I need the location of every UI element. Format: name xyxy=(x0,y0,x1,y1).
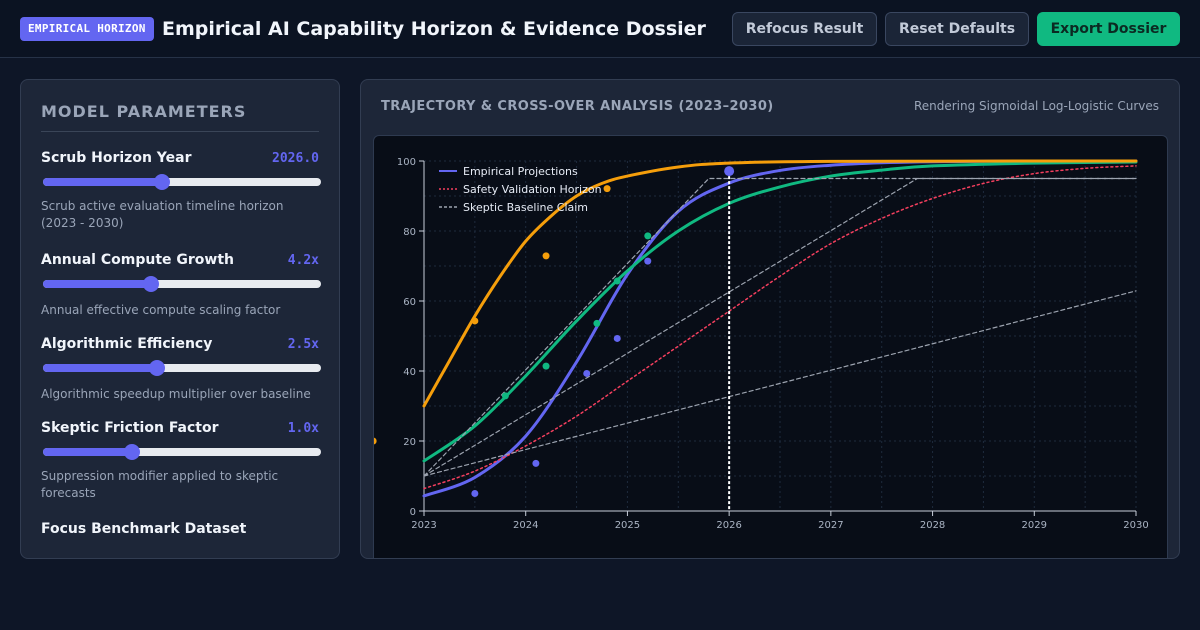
param-value: 1.0x xyxy=(287,421,319,436)
skeptic-friction-factor-slider[interactable] xyxy=(43,444,321,460)
slider-fill xyxy=(43,178,163,186)
data-point-1 xyxy=(644,232,652,240)
panel-heading: MODEL PARAMETERS xyxy=(41,102,247,121)
chart-panel-title: TRAJECTORY & CROSS-OVER ANALYSIS (2023–2… xyxy=(381,99,774,114)
slider-thumb[interactable] xyxy=(123,444,140,460)
data-point-1 xyxy=(501,392,509,400)
data-point-0 xyxy=(583,369,591,377)
data-point-0 xyxy=(644,257,652,265)
app-badge: EMPIRICAL HORIZON xyxy=(20,17,154,41)
x-tick-label: 2029 xyxy=(1022,520,1047,531)
model-parameters-panel: MODEL PARAMETERS Scrub Horizon Year 2026… xyxy=(20,79,340,559)
slider-fill xyxy=(43,448,132,456)
param-value: 2.5x xyxy=(287,337,319,352)
param-label: Annual Compute Growth xyxy=(41,252,234,268)
y-tick-label: 20 xyxy=(403,437,416,448)
param-description: Algorithmic speedup multiplier over base… xyxy=(41,387,311,401)
data-point-2 xyxy=(542,252,550,260)
refocus-result-button[interactable]: Refocus Result xyxy=(732,12,877,46)
data-point-1 xyxy=(593,319,601,327)
slider-fill xyxy=(43,364,157,372)
x-tick-label: 2024 xyxy=(513,520,538,531)
param-description: Scrub active evaluation timeline horizon… xyxy=(41,199,284,230)
trajectory-chart-panel: TRAJECTORY & CROSS-OVER ANALYSIS (2023–2… xyxy=(360,79,1180,559)
series-line-6 xyxy=(423,290,1137,477)
slider-thumb[interactable] xyxy=(143,276,160,292)
x-tick-label: 2026 xyxy=(716,520,741,531)
export-dossier-button[interactable]: Export Dossier xyxy=(1037,12,1180,46)
slider-thumb[interactable] xyxy=(148,360,165,376)
slider-thumb[interactable] xyxy=(154,174,171,190)
data-point-2 xyxy=(374,437,377,445)
legend-label: Skeptic Baseline Claim xyxy=(463,201,588,214)
series-line-2 xyxy=(422,159,1138,408)
data-point-0 xyxy=(532,459,540,467)
data-point-0 xyxy=(471,490,479,497)
param-label: Scrub Horizon Year xyxy=(41,150,192,166)
section-label: Focus Benchmark Dataset xyxy=(41,521,247,537)
chart-status-text: Rendering Sigmoidal Log-Logistic Curves xyxy=(913,99,1159,113)
legend-label: Empirical Projections xyxy=(463,165,578,178)
data-point-2 xyxy=(603,185,611,193)
annual-compute-growth-slider[interactable] xyxy=(43,276,321,292)
y-tick-label: 0 xyxy=(410,507,416,518)
data-point-1 xyxy=(542,362,550,370)
x-tick-label: 2027 xyxy=(818,520,843,531)
algorithmic-efficiency-slider[interactable] xyxy=(43,360,321,376)
param-label: Algorithmic Efficiency xyxy=(41,336,213,352)
divider xyxy=(41,131,319,132)
scrub-horizon-year-slider[interactable] xyxy=(43,174,321,190)
y-tick-label: 40 xyxy=(403,367,416,378)
data-point-1 xyxy=(613,277,621,285)
chart-frame: 2023 2024 2025 2026 2027 2028 2029 2030 0 20 40 60 8… xyxy=(373,135,1168,559)
reset-defaults-button[interactable]: Reset Defaults xyxy=(885,12,1029,46)
series-line-3 xyxy=(423,165,1137,490)
legend-label: Safety Validation Horizon xyxy=(463,183,602,196)
x-tick-label: 2023 xyxy=(411,520,436,531)
data-point-0 xyxy=(613,334,621,342)
focus-point-marker xyxy=(724,166,735,177)
trajectory-chart[interactable]: 2023 2024 2025 2026 2027 2028 2029 2030 0 20 40 60 8… xyxy=(373,135,1168,559)
param-description: Annual effective compute scaling factor xyxy=(41,303,281,317)
param-description: Suppression modifier applied to skeptic … xyxy=(41,469,279,500)
y-tick-label: 80 xyxy=(403,227,416,238)
app-header: EMPIRICAL HORIZON Empirical AI Capabilit… xyxy=(0,0,1200,58)
x-tick-label: 2030 xyxy=(1123,520,1148,531)
param-value: 2026.0 xyxy=(272,151,319,166)
series-line-5 xyxy=(423,177,1137,477)
slider-fill xyxy=(43,280,152,288)
x-tick-label: 2025 xyxy=(615,520,640,531)
param-label: Skeptic Friction Factor xyxy=(41,420,219,436)
y-tick-label: 60 xyxy=(403,297,416,308)
data-point-2 xyxy=(471,317,479,325)
param-value: 4.2x xyxy=(287,253,319,268)
app-title: Empirical AI Capability Horizon & Eviden… xyxy=(162,18,706,40)
x-tick-label: 2028 xyxy=(920,520,945,531)
y-tick-label: 100 xyxy=(397,157,416,168)
